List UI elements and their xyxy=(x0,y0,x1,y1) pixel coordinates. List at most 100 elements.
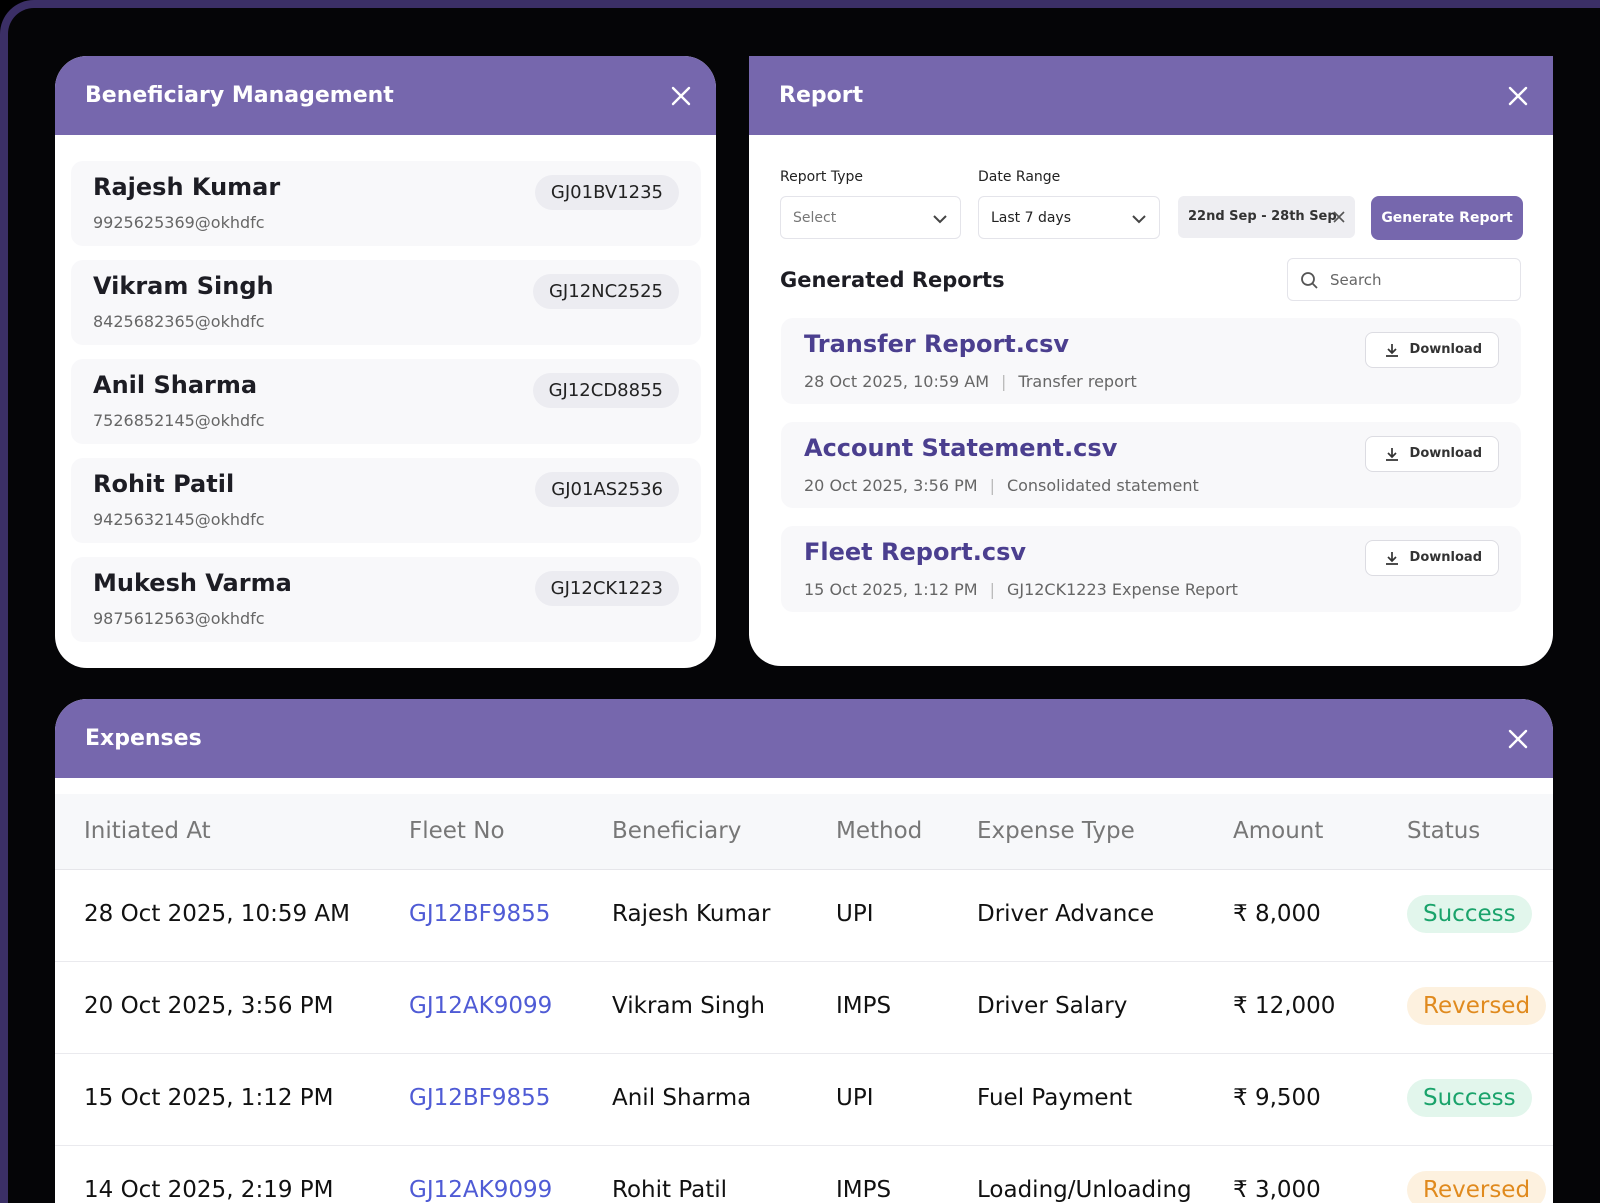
chip-remove[interactable] xyxy=(1333,211,1345,223)
table-row xyxy=(55,1054,1553,1146)
report-meta: 20 Oct 2025, 3:56 PM | Consolidated statem… xyxy=(804,476,1199,495)
separator: | xyxy=(989,580,995,599)
chevron xyxy=(933,215,947,224)
table-cell: 28 Oct 2025, 10:59 AM xyxy=(84,901,350,927)
report-meta: 28 Oct 2025, 10:59 AM | Transfer report xyxy=(804,372,1137,391)
download-button[interactable]: Download xyxy=(1364,332,1499,368)
beneficiary-upi: 9925625369@okhdfc xyxy=(93,213,265,232)
field-label: Report Type xyxy=(780,169,864,185)
table-cell: Driver Advance xyxy=(977,901,1155,927)
close-button[interactable] xyxy=(668,83,694,109)
report-panel: Report Report Type Date Range Select Last 7 … xyxy=(749,56,1553,666)
report-meta: 15 Oct 2025, 1:12 PM | GJ12CK1223 Expense … xyxy=(804,580,1238,599)
beneficiary-upi: 9875612563@okhdfc xyxy=(93,609,265,628)
table-cell: Rajesh Kumar xyxy=(612,901,771,927)
close-icon xyxy=(1508,86,1528,106)
table-cell: Driver Salary xyxy=(977,993,1128,1019)
report-card: Transfer Report.csv 28 Oct 2025, 10:59 AM… xyxy=(781,318,1521,404)
table-cell: ₹ 8,000 xyxy=(1233,901,1321,927)
beneficiary-name: Rajesh Kumar xyxy=(93,173,281,201)
table-cell[interactable]: GJ12BF9855 xyxy=(409,1085,551,1111)
table-row xyxy=(55,962,1553,1054)
report-card: Fleet Report.csv 15 Oct 2025, 1:12 PM | GJ1… xyxy=(781,526,1521,612)
beneficiary-name: Rohit Patil xyxy=(93,470,235,498)
beneficiary-name: Vikram Singh xyxy=(93,272,274,300)
download-label: Download xyxy=(1409,446,1482,461)
fleet-pill: GJ12CK1223 xyxy=(534,571,679,606)
beneficiary-upi: 7526852145@okhdfc xyxy=(93,411,265,430)
table-cell: IMPS xyxy=(836,1177,892,1203)
beneficiary-name: Anil Sharma xyxy=(93,371,258,399)
close-icon xyxy=(1508,729,1528,749)
beneficiary-card[interactable]: Rohit Patil 9425632145@okhdfc GJ01AS2536 xyxy=(71,458,701,543)
table-cell: ₹ 9,500 xyxy=(1233,1085,1321,1111)
panel-title: Expenses xyxy=(55,699,1553,778)
date-chip[interactable]: 22nd Sep - 28th Sep xyxy=(1178,196,1355,238)
fleet-pill: GJ01AS2536 xyxy=(535,472,679,507)
close-button[interactable] xyxy=(1505,726,1531,752)
close-icon xyxy=(671,86,691,106)
report-date: 15 Oct 2025, 1:12 PM xyxy=(804,580,978,599)
report-date: 20 Oct 2025, 3:56 PM xyxy=(804,476,978,495)
status-badge: Reversed xyxy=(1407,1171,1547,1203)
report-name[interactable]: Fleet Report.csv xyxy=(804,538,1027,566)
field-label: Date Range xyxy=(978,169,1061,185)
download-label: Download xyxy=(1409,550,1482,565)
date-range-select[interactable]: Last 7 days xyxy=(978,196,1160,239)
separator: | xyxy=(1001,372,1007,391)
table-cell[interactable]: GJ12BF9855 xyxy=(409,901,551,927)
download-button[interactable]: Download xyxy=(1364,540,1499,576)
table-cell: Fuel Payment xyxy=(977,1085,1133,1111)
search-icon xyxy=(1301,272,1318,289)
column-header: Status xyxy=(1407,818,1481,844)
select-value: Last 7 days xyxy=(991,210,1072,226)
panel-title: Beneficiary Management xyxy=(55,56,716,135)
download-button[interactable]: Download xyxy=(1364,436,1499,472)
column-header: Amount xyxy=(1233,818,1324,844)
report-name[interactable]: Transfer Report.csv xyxy=(804,330,1070,358)
column-header: Fleet No xyxy=(409,818,505,844)
table-cell: ₹ 3,000 xyxy=(1233,1177,1321,1203)
search-placeholder: Search xyxy=(1330,271,1382,289)
report-name[interactable]: Account Statement.csv xyxy=(804,434,1118,462)
report-desc: Consolidated statement xyxy=(1006,476,1199,495)
beneficiary-card[interactable]: Vikram Singh 8425682365@okhdfc GJ12NC2525 xyxy=(71,260,701,345)
beneficiary-name: Mukesh Varma xyxy=(93,569,292,597)
column-header: Initiated At xyxy=(84,818,211,844)
fleet-pill: GJ01BV1235 xyxy=(534,175,679,210)
search-box[interactable]: Search xyxy=(1287,258,1521,301)
chevron xyxy=(1132,215,1146,224)
table-cell: Anil Sharma xyxy=(612,1085,752,1111)
column-header: Expense Type xyxy=(977,818,1135,844)
table-cell: UPI xyxy=(836,901,874,927)
report-desc: Transfer report xyxy=(1018,372,1137,391)
section-title: Generated Reports xyxy=(780,268,1005,292)
download-label: Download xyxy=(1409,342,1482,357)
column-header: Beneficiary xyxy=(612,818,742,844)
table-cell: 15 Oct 2025, 1:12 PM xyxy=(84,1085,334,1111)
table-cell: Rohit Patil xyxy=(612,1177,728,1203)
table-cell: Loading/Unloading xyxy=(977,1177,1192,1203)
beneficiary-card[interactable]: Anil Sharma 7526852145@okhdfc GJ12CD8855 xyxy=(71,359,701,444)
table-cell: 14 Oct 2025, 2:19 PM xyxy=(84,1177,334,1203)
table-header xyxy=(55,794,1553,870)
fleet-pill: GJ12NC2525 xyxy=(532,274,679,309)
status-badge: Success xyxy=(1407,895,1532,933)
column-header: Method xyxy=(836,818,923,844)
table-cell: UPI xyxy=(836,1085,874,1111)
table-cell[interactable]: GJ12AK9099 xyxy=(409,1177,553,1203)
status-badge: Success xyxy=(1407,1079,1532,1117)
report-type-select[interactable]: Select xyxy=(780,196,961,239)
beneficiary-card[interactable]: Rajesh Kumar 9925625369@okhdfc GJ01BV1235 xyxy=(71,161,701,246)
report-date: 28 Oct 2025, 10:59 AM xyxy=(804,372,990,391)
beneficiary-panel: Beneficiary Management Rajesh Kumar 992562… xyxy=(55,56,716,668)
table-row xyxy=(55,870,1553,962)
beneficiary-card[interactable]: Mukesh Varma 9875612563@okhdfc GJ12CK1223 xyxy=(71,557,701,642)
download-icon xyxy=(1385,344,1398,357)
generate-button[interactable]: Generate Report xyxy=(1371,196,1523,240)
table-cell[interactable]: GJ12AK9099 xyxy=(409,993,553,1019)
select-value: Select xyxy=(793,210,837,226)
panel-title: Report xyxy=(749,56,1553,135)
close-button[interactable] xyxy=(1505,83,1531,109)
